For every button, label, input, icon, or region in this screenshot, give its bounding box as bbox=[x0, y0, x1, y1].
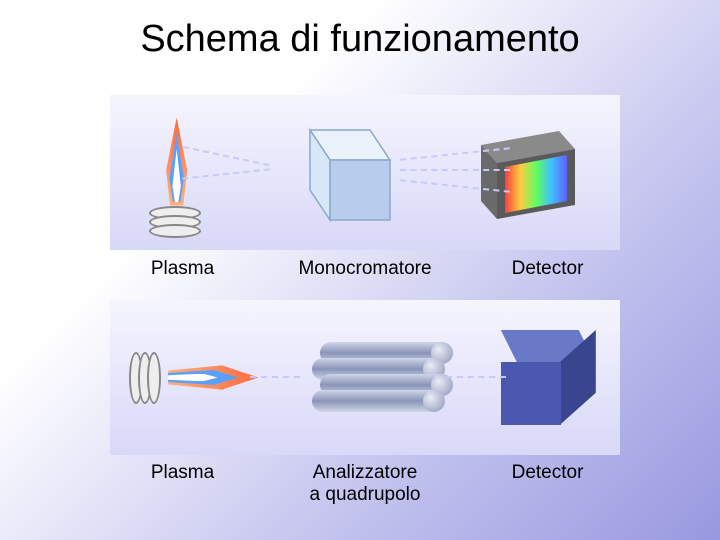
label-row-1: Plasma Monocromatore Detector bbox=[105, 258, 625, 280]
label-plasma-1: Plasma bbox=[105, 258, 260, 280]
diagram-panel-ms bbox=[110, 300, 620, 455]
label-plasma-2: Plasma bbox=[105, 462, 260, 506]
quadrupole-icon bbox=[312, 338, 452, 418]
ccd-detector-icon bbox=[473, 123, 583, 223]
coil-icon bbox=[134, 352, 161, 404]
diagram-panel-oes bbox=[110, 95, 620, 250]
flame-icon bbox=[168, 362, 258, 394]
label-detector-1: Detector bbox=[470, 258, 625, 280]
label-row-2: Plasma Analizzatore a quadrupolo Detecto… bbox=[105, 462, 625, 506]
coil-icon bbox=[149, 211, 205, 238]
page-title: Schema di funzionamento bbox=[0, 18, 720, 61]
flame-icon bbox=[162, 118, 192, 206]
beam-line bbox=[400, 169, 510, 171]
cube-detector-icon bbox=[501, 330, 596, 425]
prism-icon bbox=[280, 118, 400, 228]
label-detector-2: Detector bbox=[470, 462, 625, 506]
beam-line bbox=[446, 376, 506, 378]
label-quadrupolo: Analizzatore a quadrupolo bbox=[260, 462, 470, 506]
plasma-torch-vertical bbox=[147, 108, 207, 238]
beam-line bbox=[250, 376, 300, 378]
plasma-torch-horizontal bbox=[134, 343, 264, 413]
label-monocromatore: Monocromatore bbox=[260, 258, 470, 280]
